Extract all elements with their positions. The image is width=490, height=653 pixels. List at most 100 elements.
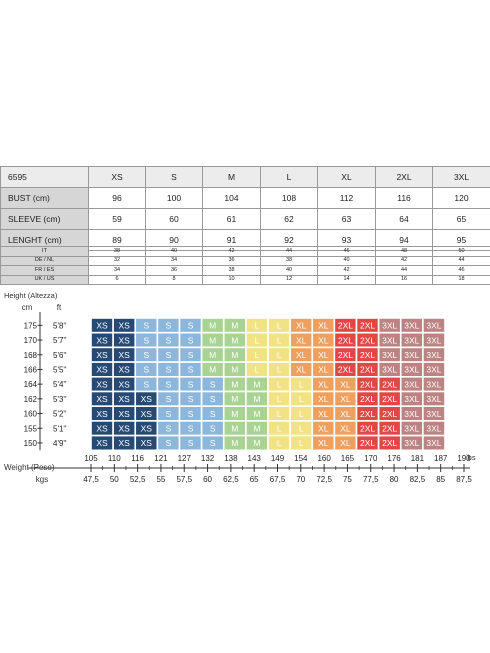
table-cell: 10 — [202, 274, 261, 285]
size-cell-label: XL — [296, 350, 307, 360]
size-cell-label: 3XL — [404, 321, 419, 331]
size-cell-label: XS — [141, 409, 153, 419]
size-cell-label: XL — [318, 394, 329, 404]
table-cell: 14 — [317, 274, 376, 285]
size-cell-label: M — [209, 321, 216, 331]
kgs-tick-label: 85 — [436, 475, 445, 484]
size-cell-label: S — [143, 321, 149, 331]
size-cell-label: 3XL — [404, 438, 419, 448]
table-cell: 59 — [88, 208, 146, 230]
size-cell-label: XS — [119, 335, 131, 345]
size-cell-label: 3XL — [426, 409, 441, 419]
size-cell-label: XL — [340, 438, 351, 448]
size-cell-label: L — [255, 350, 260, 360]
size-cell-label: 3XL — [382, 321, 397, 331]
size-cell-label: 2XL — [338, 321, 353, 331]
conversion-row-de-nl: DE / NL 32 34 36 38 40 42 44 — [0, 255, 490, 266]
kgs-tick-label: 75 — [343, 475, 352, 484]
size-cell-label: 2XL — [382, 423, 397, 433]
size-cell-label: XS — [96, 394, 108, 404]
ibs-tick-label: 116 — [131, 454, 144, 463]
kgs-tick-label: 65 — [250, 475, 259, 484]
size-cell-label: XS — [119, 394, 131, 404]
measurement-row-bust: BUST (cm) 96 100 104 108 112 116 120 — [0, 187, 490, 209]
size-header: M — [202, 166, 261, 188]
size-cell-label: XL — [318, 438, 329, 448]
ft-tick-label: 5'2'' — [53, 410, 67, 419]
size-cell-label: M — [253, 423, 260, 433]
table-cell: 12 — [260, 274, 318, 285]
row-label: FR / ES — [0, 265, 89, 276]
size-cell-label: L — [277, 350, 282, 360]
size-cell-label: S — [166, 365, 172, 375]
table-cell: 34 — [145, 255, 203, 266]
kgs-tick-label: 82,5 — [410, 475, 426, 484]
table-cell: 104 — [202, 187, 261, 209]
table-cell: 61 — [202, 208, 261, 230]
cm-tick-label: 155 — [24, 424, 38, 433]
table-cell: 16 — [375, 274, 433, 285]
table-cell: 46 — [317, 246, 376, 257]
table-cell: 38 — [202, 265, 261, 276]
ibs-tick-label: 143 — [248, 454, 262, 463]
size-cell-label: 3XL — [426, 394, 441, 404]
size-cell-label: M — [231, 321, 238, 331]
size-cell-label: 2XL — [360, 321, 375, 331]
size-cell-label: XL — [318, 409, 329, 419]
size-cell-label: M — [253, 394, 260, 404]
size-cell-label: S — [166, 379, 172, 389]
ft-tick-label: 5'8'' — [53, 321, 67, 330]
cm-tick-label: 170 — [24, 336, 38, 345]
cm-tick-label: 166 — [24, 365, 38, 374]
table-cell: 62 — [260, 208, 318, 230]
size-cell-label: M — [231, 409, 238, 419]
size-cell-label: XL — [296, 321, 307, 331]
size-cell-label: S — [166, 394, 172, 404]
ft-tick-label: 5'4'' — [53, 380, 67, 389]
measurement-row-sleeve: SLEEVE (cm) 59 60 61 62 63 64 65 — [0, 208, 490, 230]
size-cell-label: XL — [340, 423, 351, 433]
size-cell-label: 3XL — [426, 335, 441, 345]
size-cell-label: 2XL — [338, 350, 353, 360]
size-cell-label: 2XL — [382, 379, 397, 389]
size-cell-label: L — [277, 321, 282, 331]
size-cell-label: 2XL — [360, 335, 375, 345]
size-cell-label: XS — [119, 365, 131, 375]
table-cell: 8 — [145, 274, 203, 285]
size-cell-label: L — [277, 335, 282, 345]
size-cell-label: S — [188, 379, 194, 389]
ibs-tick-label: 110 — [108, 454, 121, 463]
table-cell: 18 — [432, 274, 490, 285]
conversion-row-uk-us: UK / US 6 8 10 12 14 16 18 — [0, 274, 490, 285]
table-cell: 100 — [145, 187, 203, 209]
size-cell-label: 3XL — [404, 423, 419, 433]
size-header: 2XL — [375, 166, 433, 188]
size-cell-label: L — [277, 365, 282, 375]
ibs-tick-label: 193 — [457, 454, 471, 463]
measurement-header-row: 6595 XS S M L XL 2XL 3XL — [0, 166, 490, 188]
kgs-tick-label: 62,5 — [223, 475, 239, 484]
ibs-tick-label: 132 — [201, 454, 215, 463]
size-cell-label: XS — [96, 423, 108, 433]
size-cell-label: XL — [296, 365, 307, 375]
size-cell-label: S — [210, 379, 216, 389]
size-cell-label: XS — [141, 394, 153, 404]
chart-title: Height (Altezza) — [4, 291, 58, 300]
size-header: XL — [317, 166, 376, 188]
size-cell-label: XL — [318, 423, 329, 433]
size-cell-label: 3XL — [404, 379, 419, 389]
size-cell-label: 3XL — [404, 335, 419, 345]
ibs-tick-label: 138 — [224, 454, 238, 463]
kgs-tick-label: 47,5 — [83, 475, 99, 484]
kgs-tick-label: 57,5 — [176, 475, 192, 484]
ibs-tick-label: 121 — [154, 454, 168, 463]
table-cell: 36 — [145, 265, 203, 276]
table-cell: 60 — [145, 208, 203, 230]
cm-tick-label: 160 — [24, 410, 38, 419]
kgs-tick-label: 50 — [110, 475, 119, 484]
measurement-table: 6595 XS S M L XL 2XL 3XL BUST (cm) 96 10… — [0, 166, 490, 251]
table-cell: 46 — [432, 265, 490, 276]
ft-tick-label: 5'1'' — [53, 424, 67, 433]
table-cell: 63 — [317, 208, 376, 230]
